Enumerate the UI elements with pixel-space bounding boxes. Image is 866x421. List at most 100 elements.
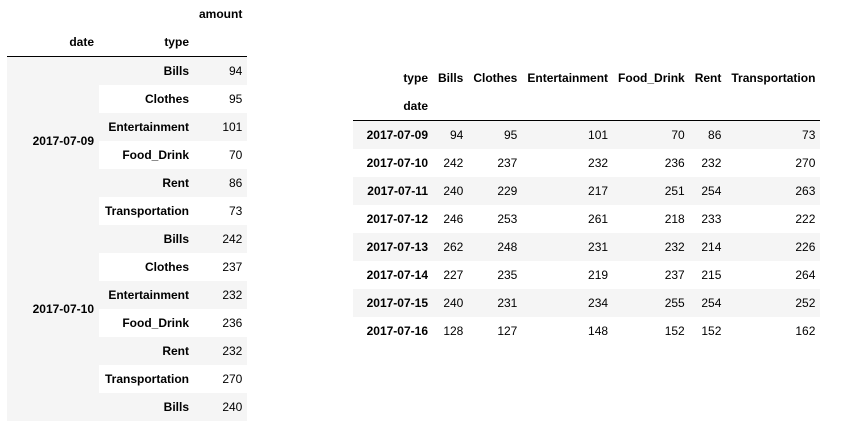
blank-header-cell — [690, 92, 727, 121]
cell-amount: 232 — [194, 281, 247, 309]
cell-value: 236 — [613, 149, 690, 177]
cell-value: 232 — [522, 149, 613, 177]
cell-amount: 70 — [194, 141, 247, 169]
column-header: Transportation — [726, 64, 820, 92]
row-label-date: 2017-07-16 — [353, 317, 433, 345]
cell-value: 214 — [690, 233, 727, 261]
row-label-type: Entertainment — [99, 113, 194, 141]
cell-value: 252 — [726, 289, 820, 317]
row-label-type: Bills — [99, 225, 194, 253]
row-group-date: 2017-07-10 — [7, 225, 99, 393]
blank-header-cell — [468, 92, 522, 121]
cell-value: 237 — [468, 149, 522, 177]
row-label-type: Clothes — [99, 85, 194, 113]
blank-header-cell — [99, 0, 194, 28]
cell-amount: 101 — [194, 113, 247, 141]
cell-value: 215 — [690, 261, 727, 289]
cell-value: 263 — [726, 177, 820, 205]
row-label-date: 2017-07-12 — [353, 205, 433, 233]
cell-value: 95 — [468, 121, 522, 150]
row-label-type: Transportation — [99, 365, 194, 393]
row-label-type: Entertainment — [99, 281, 194, 309]
cell-amount: 73 — [194, 197, 247, 225]
blank-header-cell — [726, 92, 820, 121]
row-group-date — [7, 393, 99, 421]
row-label-date: 2017-07-11 — [353, 177, 433, 205]
cell-value: 152 — [613, 317, 690, 345]
cell-value: 254 — [690, 177, 727, 205]
cell-value: 226 — [726, 233, 820, 261]
cell-value: 254 — [690, 289, 727, 317]
blank-header-cell — [7, 0, 99, 28]
cell-value: 234 — [522, 289, 613, 317]
column-header: Rent — [690, 64, 727, 92]
cell-value: 231 — [468, 289, 522, 317]
cell-value: 251 — [613, 177, 690, 205]
row-label-type: Rent — [99, 169, 194, 197]
cell-value: 101 — [522, 121, 613, 150]
cell-amount: 240 — [194, 393, 247, 421]
cell-value: 86 — [690, 121, 727, 150]
cell-value: 253 — [468, 205, 522, 233]
cell-value: 148 — [522, 317, 613, 345]
column-header: Bills — [433, 64, 468, 92]
index-name-type: type — [99, 28, 194, 57]
cell-amount: 270 — [194, 365, 247, 393]
cell-amount: 242 — [194, 225, 247, 253]
cell-amount: 237 — [194, 253, 247, 281]
cell-amount: 86 — [194, 169, 247, 197]
cell-value: 218 — [613, 205, 690, 233]
cell-value: 70 — [613, 121, 690, 150]
cell-value: 127 — [468, 317, 522, 345]
row-label-type: Transportation — [99, 197, 194, 225]
cell-value: 264 — [726, 261, 820, 289]
column-header: Food_Drink — [613, 64, 690, 92]
index-name-date: date — [7, 28, 99, 57]
cell-value: 222 — [726, 205, 820, 233]
cell-value: 255 — [613, 289, 690, 317]
row-group-date: 2017-07-09 — [7, 57, 99, 226]
cell-value: 94 — [433, 121, 468, 150]
header-row-index-name: date — [353, 92, 820, 121]
column-header: Entertainment — [522, 64, 613, 92]
column-header-amount: amount — [194, 0, 247, 28]
cell-value: 242 — [433, 149, 468, 177]
blank-header-cell — [194, 28, 247, 57]
row-label-date: 2017-07-09 — [353, 121, 433, 150]
row-label-type: Rent — [99, 337, 194, 365]
cell-value: 162 — [726, 317, 820, 345]
cell-value: 240 — [433, 289, 468, 317]
cell-value: 261 — [522, 205, 613, 233]
column-header: Clothes — [468, 64, 522, 92]
cell-value: 232 — [613, 233, 690, 261]
cell-value: 237 — [613, 261, 690, 289]
cell-value: 235 — [468, 261, 522, 289]
row-label-type: Food_Drink — [99, 141, 194, 169]
cell-value: 152 — [690, 317, 727, 345]
row-label-type: Food_Drink — [99, 309, 194, 337]
header-row-values: amount — [7, 0, 247, 28]
blank-header-cell — [433, 92, 468, 121]
row-label-type: Clothes — [99, 253, 194, 281]
cell-value: 227 — [433, 261, 468, 289]
index-name-date: date — [353, 92, 433, 121]
row-label-date: 2017-07-14 — [353, 261, 433, 289]
cell-value: 248 — [468, 233, 522, 261]
cell-value: 128 — [433, 317, 468, 345]
cell-amount: 236 — [194, 309, 247, 337]
